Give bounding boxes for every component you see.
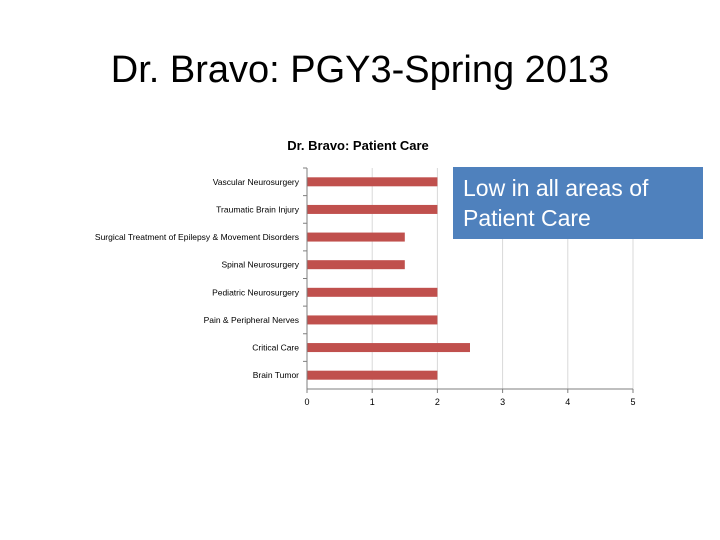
category-label: Surgical Treatment of Epilepsy & Movemen… xyxy=(95,232,299,242)
bar xyxy=(307,177,438,187)
bar xyxy=(307,315,438,325)
bar xyxy=(307,232,405,242)
x-tick-label: 0 xyxy=(304,397,309,407)
category-label: Vascular Neurosurgery xyxy=(213,177,300,187)
bar xyxy=(307,370,438,380)
x-tick-label: 3 xyxy=(500,397,505,407)
slide-title: Dr. Bravo: PGY3-Spring 2013 xyxy=(110,49,610,91)
chart-title: Dr. Bravo: Patient Care xyxy=(287,138,429,153)
category-label: Brain Tumor xyxy=(253,370,299,380)
callout-box: Low in all areas of Patient Care xyxy=(453,167,703,239)
category-label: Traumatic Brain Injury xyxy=(216,204,300,214)
bar xyxy=(307,260,405,270)
bars xyxy=(307,177,470,380)
bar xyxy=(307,343,470,353)
category-label: Pediatric Neurosurgery xyxy=(212,287,300,297)
x-tick-label: 5 xyxy=(630,397,635,407)
category-labels: Vascular Neurosurgery Traumatic Brain Inj… xyxy=(95,177,300,380)
x-tick-labels: 0 1 2 3 4 5 xyxy=(304,397,635,407)
axes xyxy=(303,167,634,393)
category-label: Pain & Peripheral Nerves xyxy=(204,315,299,325)
bar xyxy=(307,204,438,214)
x-tick-label: 2 xyxy=(435,397,440,407)
x-tick-label: 4 xyxy=(565,397,570,407)
bar xyxy=(307,287,438,297)
category-label: Spinal Neurosurgery xyxy=(222,260,300,270)
x-tick-label: 1 xyxy=(370,397,375,407)
category-label: Critical Care xyxy=(252,343,299,353)
